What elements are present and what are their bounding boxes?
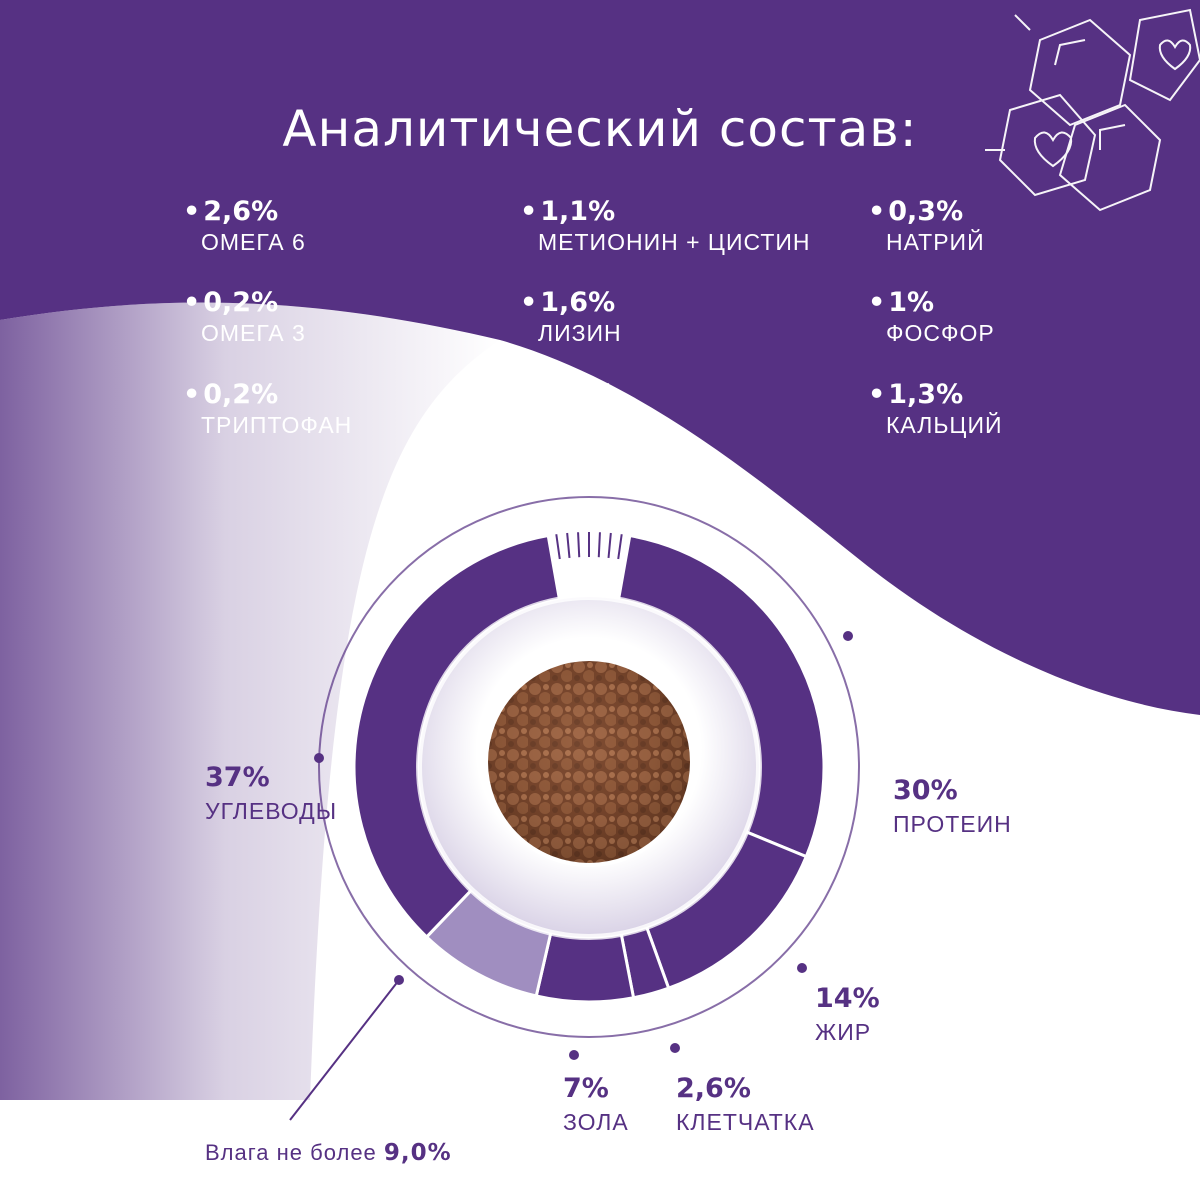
nutrient-name: ЛИЗИН	[538, 320, 622, 346]
nutrient-name: ОМЕГА 6	[201, 229, 306, 255]
nutrient-value: 0,2%	[183, 288, 306, 318]
nutrient-name: ОМЕГА 3	[201, 320, 306, 346]
gap-stripe	[597, 532, 601, 558]
legend-value: 7%	[563, 1073, 609, 1104]
nutrient-value: 1%	[868, 288, 995, 318]
outer-ring	[318, 496, 860, 1038]
legend-value: 2,6%	[676, 1073, 751, 1104]
legend-value: 37%	[205, 762, 270, 793]
honeycomb-icon	[985, 8, 1200, 212]
nutrient-item: 1,3% КАЛЬЦИЙ	[868, 380, 1003, 440]
nutrient-value: 0,3%	[868, 197, 985, 227]
nutrient-item: 0,2% ОМЕГА 3	[183, 288, 306, 348]
nutrient-value: 1,1%	[520, 197, 811, 227]
nutrient-value: 0,6%	[520, 380, 620, 410]
legend-protein: 30% ПРОТЕИН	[893, 775, 1012, 841]
gap-stripe	[555, 534, 561, 560]
legend-fiber: 2,6% КЛЕТЧАТКА	[676, 1073, 815, 1139]
page-title: Аналитический состав:	[282, 100, 918, 158]
nutrient-name: МЕТИОНИН + ЦИСТИН	[538, 229, 811, 255]
gap-stripe	[566, 532, 571, 559]
nutrient-value: 1,6%	[520, 288, 622, 318]
legend-name: КЛЕТЧАТКА	[676, 1109, 815, 1135]
nutrient-name: НАТРИЙ	[886, 229, 985, 255]
legend-name: ЗОЛА	[563, 1109, 629, 1135]
nutrient-item: 2,6% ОМЕГА 6	[183, 197, 306, 257]
moisture-leader-line	[289, 979, 400, 1121]
decorative-dots	[530, 482, 656, 495]
legend-name: ПРОТЕИН	[893, 811, 1012, 837]
nutrient-item: 0,3% НАТРИЙ	[868, 197, 985, 257]
legend-value: 30%	[893, 775, 958, 806]
gap-stripe	[577, 532, 581, 558]
nutrient-item: 1,1% МЕТИОНИН + ЦИСТИН	[520, 197, 811, 257]
donut-segment-ЗОЛА	[534, 930, 636, 1004]
moisture-label: Влага не более	[205, 1140, 377, 1165]
legend-ash: 7% ЗОЛА	[563, 1073, 629, 1139]
kibble-rim	[484, 657, 694, 867]
nutrient-item: 0,6% КАЛИЙ	[520, 380, 620, 440]
legend-fat: 14% ЖИР	[815, 983, 880, 1049]
gap-stripe	[607, 532, 612, 559]
moisture-value: 9,0%	[383, 1140, 452, 1166]
nutrient-value: 2,6%	[183, 197, 306, 227]
nutrient-value: 1,3%	[868, 380, 1003, 410]
nutrient-name: ФОСФОР	[886, 320, 995, 346]
gap-stripe	[617, 534, 623, 560]
nutrient-item: 1% ФОСФОР	[868, 288, 995, 348]
nutrient-name: ТРИПТОФАН	[201, 412, 353, 438]
nutrient-item: 0,2% ТРИПТОФАН	[183, 380, 352, 440]
nutrient-item: 1,6% ЛИЗИН	[520, 288, 622, 348]
bowl-rim	[416, 594, 762, 940]
legend-name: ЖИР	[815, 1019, 872, 1045]
legend-carbs: 37% УГЛЕВОДЫ	[205, 762, 337, 828]
legend-value: 14%	[815, 983, 880, 1014]
legend-name: УГЛЕВОДЫ	[205, 798, 338, 824]
nutrient-name: КАЛЬЦИЙ	[886, 412, 1003, 438]
legend-moisture: Влага не более 9,0%	[205, 1140, 452, 1166]
nutrient-value: 0,2%	[183, 380, 352, 410]
nutrient-name: КАЛИЙ	[538, 412, 621, 438]
